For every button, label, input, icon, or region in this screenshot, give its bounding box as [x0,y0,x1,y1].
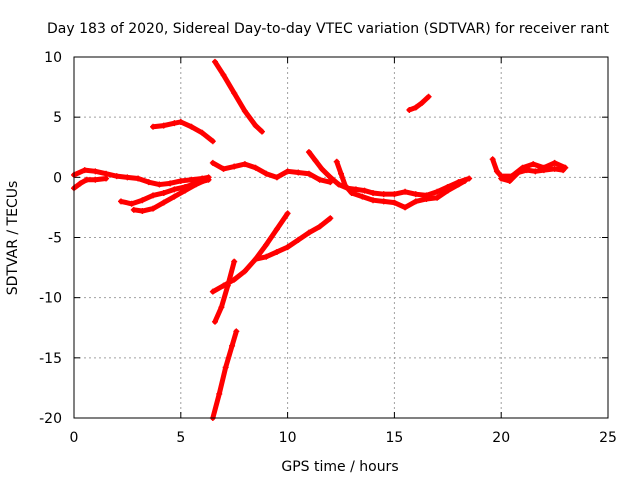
x-tick-label: 5 [176,430,185,446]
series-track-h [211,258,238,325]
data-trace-segment [199,130,216,144]
y-tick-label: 0 [53,170,62,186]
series-track-k [252,215,334,263]
data-trace-segment [193,177,209,188]
series-track-b [71,175,110,192]
series-track-a [71,167,212,188]
data-trace-segment [274,210,291,232]
data-trace-segment [229,328,239,349]
data-trace-segment [210,391,222,421]
series-track-l [305,149,473,199]
data-trace-segment [242,108,259,129]
series-track-g [211,58,265,135]
data-trace-segment [552,160,568,171]
series-track-d [130,176,210,215]
data-trace-segment [242,256,259,274]
grid [74,57,608,418]
data-point [103,175,110,182]
data-trace-segment [212,304,224,325]
y-tick-label: -10 [39,291,62,307]
data-trace-segment [253,123,265,135]
data-point [209,138,216,145]
x-tick-label: 20 [492,430,510,446]
y-tick-label: -20 [39,411,62,427]
chart-title: Day 183 of 2020, Sidereal Day-to-day VTE… [47,21,609,37]
data-point [284,210,291,217]
data-trace-segment [231,90,248,114]
data-trace-segment [218,283,231,310]
data-point [258,128,265,135]
data-trace-segment [317,215,333,230]
data-point [233,328,240,335]
data-point [461,177,468,184]
x-tick-label: 0 [70,430,79,446]
series-track-p [498,165,567,184]
x-tick-label: 10 [279,430,297,446]
data-trace-segment [263,226,280,248]
data-trace-segment [221,72,237,96]
y-tick-label: 5 [53,110,62,126]
data-point [425,93,432,100]
series-track-n [406,93,432,113]
data-point [203,176,210,183]
plot-area [71,58,569,421]
data-point [466,175,473,182]
data-trace-segment [216,364,229,397]
data-trace-segment [212,59,227,78]
y-axis: -20 -15 -10 -5 0 5 10 [39,50,608,427]
y-tick-label: 10 [44,50,62,66]
x-axis-label: GPS time / hours [281,459,398,475]
series-track-f [209,159,334,186]
plot-frame [73,56,609,419]
x-axis: 0 5 10 15 20 25 [70,57,617,446]
x-tick-label: 25 [599,430,617,446]
y-tick-label: -15 [39,351,62,367]
series-track-m [333,158,468,211]
data-point [327,215,334,222]
data-point [560,167,567,174]
y-tick-label: -5 [48,231,62,247]
series-track-e [150,118,216,145]
data-trace-segment [419,94,432,106]
data-trace-segment [223,343,235,370]
data-point [231,258,238,265]
series-track-i [209,328,240,421]
x-tick-label: 15 [385,430,403,446]
y-axis-label: SDTVAR / TECUs [5,181,21,296]
